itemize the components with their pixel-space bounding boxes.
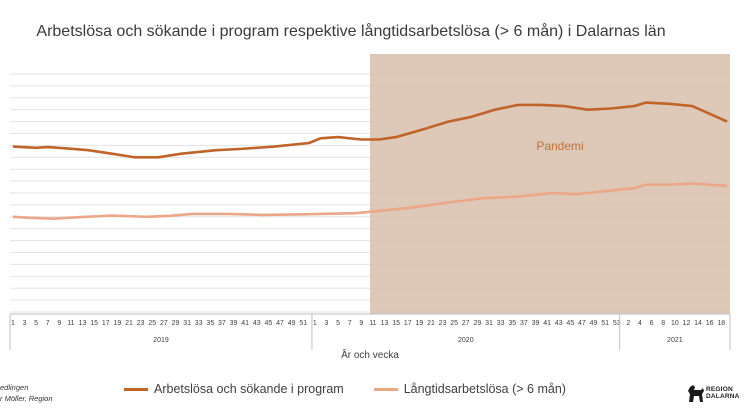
legend-label-series-2: Långtidsarbetslösa (> 6 mån) — [403, 382, 566, 396]
x-tick-label: 3 — [324, 320, 328, 327]
x-tick-label: 5 — [34, 320, 38, 327]
legend-item-series-1: Arbetslösa och sökande i program — [124, 382, 344, 396]
x-tick-label: 15 — [90, 320, 98, 327]
x-tick-label: 49 — [288, 320, 296, 327]
x-tick-label: 27 — [160, 320, 168, 327]
x-tick-label: 13 — [79, 320, 87, 327]
x-tick-label: 7 — [348, 320, 352, 327]
x-tick-label: 2 — [626, 320, 630, 327]
x-tick-label: 31 — [485, 320, 493, 327]
x-tick-label: 15 — [392, 320, 400, 327]
x-tick-label: 25 — [450, 320, 458, 327]
year-label: 2020 — [458, 337, 474, 344]
x-tick-label: 29 — [474, 320, 482, 327]
dala-horse-icon — [688, 385, 704, 402]
x-tick-label: 37 — [218, 320, 226, 327]
x-tick-label: 13 — [381, 320, 389, 327]
x-tick-label: 47 — [578, 320, 586, 327]
x-tick-label: 9 — [57, 320, 61, 327]
x-tick-label: 14 — [694, 320, 702, 327]
pandemic-label: Pandemi — [536, 139, 583, 153]
x-tick-label: 23 — [439, 320, 447, 327]
x-tick-label: 29 — [172, 320, 180, 327]
legend-label-series-1: Arbetslösa och sökande i program — [154, 382, 344, 396]
x-tick-label: 18 — [717, 320, 725, 327]
legend-item-series-2: Långtidsarbetslösa (> 6 mån) — [373, 382, 566, 396]
x-tick-label: 43 — [555, 320, 563, 327]
region-dalarna-logo: REGION DALARNA — [686, 381, 744, 405]
x-tick-label: 1 — [11, 320, 15, 327]
legend: Arbetslösa och sökande i program Långtid… — [124, 380, 596, 398]
x-axis: 1 3 5 7 9 11 13 15 17 19 21 23 25 27 29 31 33 35 37 39 41 43 4… — [9, 313, 731, 350]
x-tick-label: 4 — [638, 320, 642, 327]
x-tick-label: 53 — [613, 320, 621, 327]
year-label: 2021 — [667, 337, 683, 344]
x-tick-label: 45 — [264, 320, 272, 327]
x-tick-label: 39 — [532, 320, 540, 327]
x-tick-label: 17 — [404, 320, 412, 327]
source-note: edlingen r Möller, Region — [0, 382, 53, 404]
series-lines — [12, 101, 728, 220]
x-tick-label: 8 — [661, 320, 665, 327]
legend-swatch-series-1 — [124, 387, 148, 391]
x-tick-label: 33 — [195, 320, 203, 327]
x-tick-label: 11 — [67, 320, 74, 327]
x-tick-label: 35 — [206, 320, 214, 327]
chart-title: Arbetslösa och sökande i program respekt… — [36, 23, 666, 40]
x-tick-label: 31 — [183, 320, 191, 327]
x-tick-label: 19 — [415, 320, 423, 327]
x-tick-label: 37 — [520, 320, 528, 327]
x-tick-label: 19 — [114, 320, 122, 327]
x-tick-label: 27 — [462, 320, 470, 327]
x-tick-label: 49 — [590, 320, 598, 327]
source-line-2: r Möller, Region — [0, 394, 53, 403]
x-tick-label: 33 — [497, 320, 505, 327]
x-tick-label: 51 — [299, 320, 307, 327]
series-line-2 — [12, 182, 728, 220]
x-tick-label: 11 — [369, 320, 376, 327]
x-tick-label: 5 — [336, 320, 340, 327]
logo-line-2: DALARNA — [706, 393, 740, 400]
series-line-1 — [12, 101, 728, 159]
x-tick-label: 21 — [125, 320, 133, 327]
x-tick-label: 47 — [276, 320, 284, 327]
source-line-1: edlingen — [0, 383, 29, 392]
legend-swatch-series-2 — [373, 387, 398, 391]
x-tick-label: 1 — [313, 320, 317, 327]
x-tick-label: 3 — [23, 320, 27, 327]
x-tick-label: 41 — [543, 320, 551, 327]
x-tick-label: 17 — [102, 320, 110, 327]
x-tick-label: 35 — [508, 320, 516, 327]
x-tick-label: 6 — [650, 320, 654, 327]
x-tick-label: 9 — [359, 320, 363, 327]
x-tick-label: 41 — [241, 320, 249, 327]
x-tick-label: 7 — [46, 320, 50, 327]
x-tick-label: 12 — [683, 320, 691, 327]
logo-line-1: REGION — [706, 386, 733, 393]
x-axis-label: År och vecka — [341, 348, 399, 361]
x-tick-label: 43 — [253, 320, 261, 327]
x-tick-label: 39 — [230, 320, 238, 327]
x-tick-label: 21 — [427, 320, 435, 327]
year-label: 2019 — [153, 337, 169, 344]
x-tick-label: 45 — [566, 320, 574, 327]
x-tick-label: 25 — [148, 320, 156, 327]
x-tick-label: 23 — [137, 320, 145, 327]
x-tick-label: 16 — [706, 320, 714, 327]
x-tick-label: 51 — [601, 320, 609, 327]
logo-text: REGION DALARNA — [706, 386, 740, 400]
x-tick-label: 10 — [671, 320, 679, 327]
